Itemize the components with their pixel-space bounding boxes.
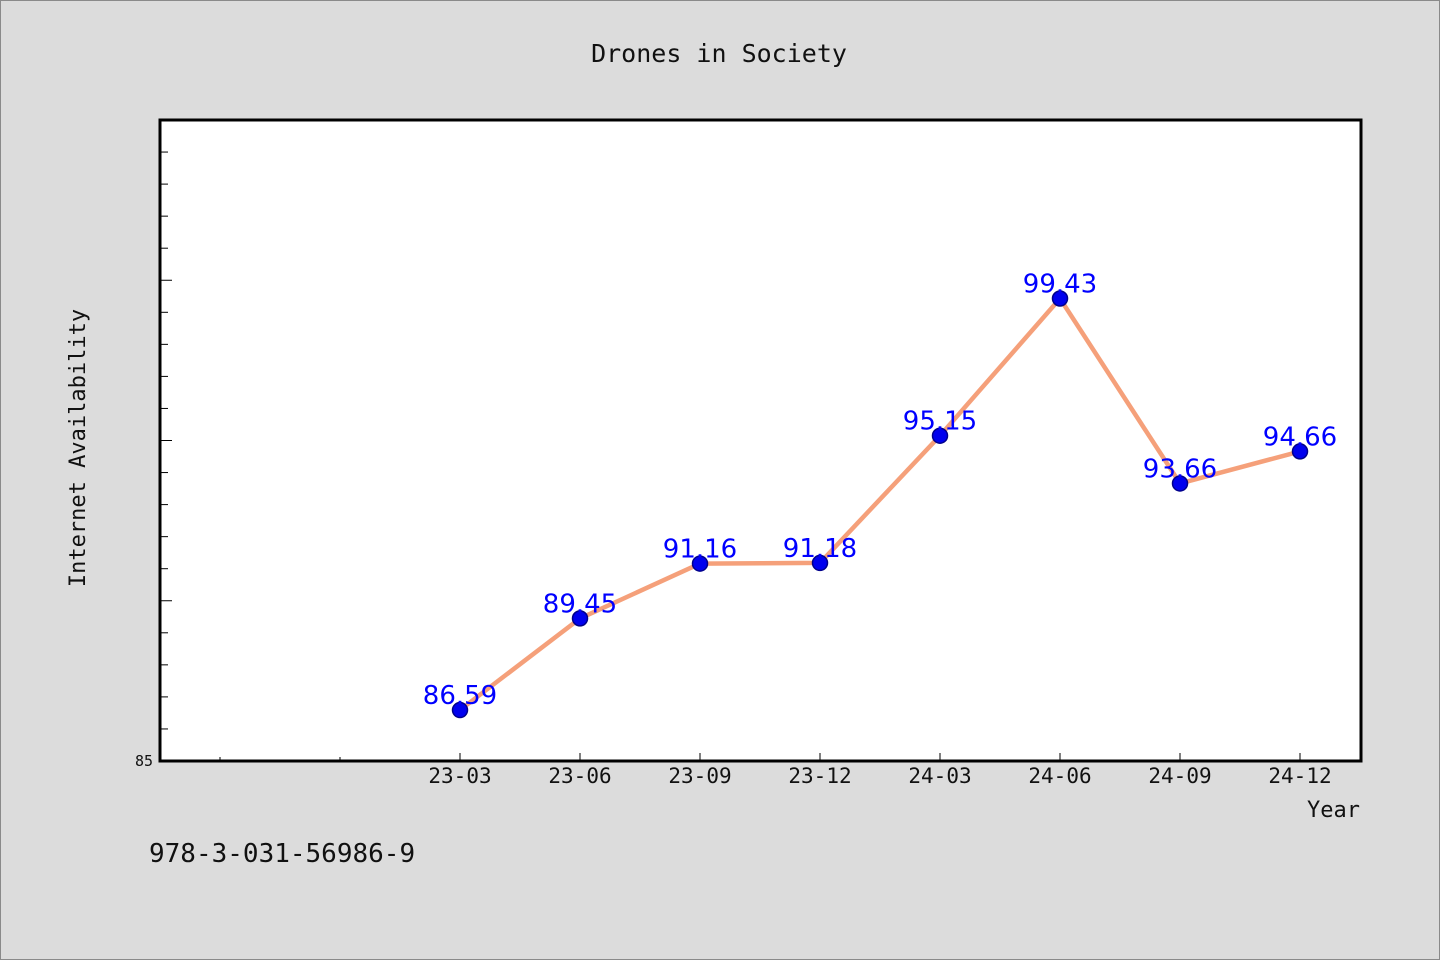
data-label: 94.66 [1263, 422, 1337, 452]
x-tick-label: 24-12 [1268, 764, 1331, 788]
data-point [1171, 475, 1189, 492]
x-tick-label: 24-09 [1148, 764, 1211, 788]
data-point [571, 610, 589, 627]
x-tick-label: 23-12 [788, 764, 851, 788]
x-tick-label: 23-09 [668, 764, 731, 788]
x-tick-label: 24-03 [908, 764, 971, 788]
x-tick-label: 23-03 [428, 764, 491, 788]
data-label: 86.59 [423, 681, 497, 711]
data-label: 89.45 [543, 589, 617, 619]
data-point [931, 427, 949, 444]
data-label: 93.66 [1143, 454, 1217, 484]
data-point [1051, 290, 1069, 307]
series-markers [451, 290, 1309, 719]
data-label: 91.18 [783, 534, 857, 564]
y-axis-title: Internet Availability [66, 309, 91, 587]
plot-area [160, 120, 1361, 761]
data-point [451, 701, 469, 719]
data-labels: 86.59 89.45 91.16 91.18 95.15 99.43 93.66 94.66 [423, 270, 1337, 712]
data-point [811, 554, 829, 572]
chart-title: Drones in Society [591, 39, 847, 68]
data-point [691, 555, 709, 572]
data-point [1291, 443, 1309, 460]
x-tick-label: 23-06 [548, 764, 611, 788]
plot-border [158, 118, 1363, 763]
x-tick-label: 24-06 [1028, 764, 1091, 788]
x-tick-labels: 23-03 23-06 23-09 23-12 24-03 24-06 24-09 24-12 [428, 764, 1331, 788]
data-label: 91.16 [663, 535, 737, 565]
footnote-isbn: 978-3-031-56986-9 [149, 839, 415, 869]
y-tick-label: 85 [135, 752, 153, 770]
data-label: 99.43 [1023, 270, 1097, 300]
x-axis-title: Year [1307, 798, 1360, 823]
series-line [457, 296, 1303, 713]
data-label: 95.15 [903, 407, 977, 437]
